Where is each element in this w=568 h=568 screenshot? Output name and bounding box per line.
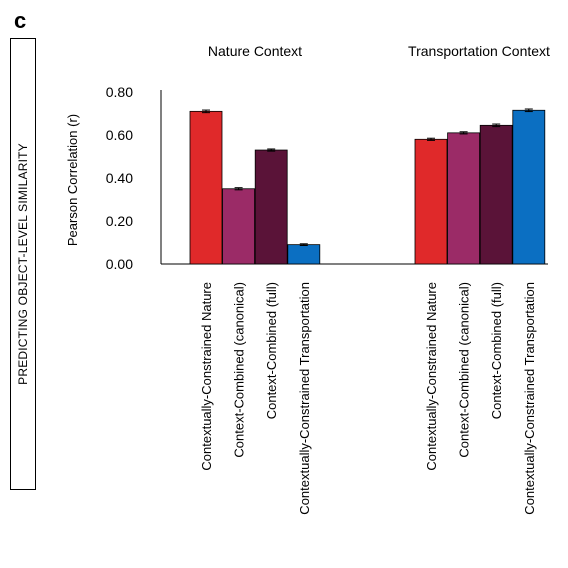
x-tick-label: Context-Combined (canonical) [232,282,247,458]
bar [189,110,223,265]
panel-letter: c [14,8,27,33]
bar [512,109,546,265]
bar [447,132,481,265]
x-tick-label: Context-Combined (full) [489,282,504,419]
y-tick-label: 0.60 [106,127,133,143]
group-title: Transportation Context [408,43,550,59]
x-tick-label: Context-Combined (full) [264,282,279,419]
y-axis-label: Pearson Correlation (r) [65,114,80,246]
x-tick-label: Context-Combined (canonical) [457,282,472,458]
y-tick-label: 0.80 [106,84,133,100]
x-tick-label: Contextually-Constrained Transportation [297,282,312,515]
x-tick-label: Contextually-Constrained Transportation [522,282,537,515]
bar [287,244,321,265]
y-tick-label: 0.20 [106,213,133,229]
group-title: Nature Context [208,43,302,59]
bar [414,138,448,265]
x-tick-label: Contextually-Constrained Nature [199,282,214,471]
side-label-box [10,38,36,490]
y-tick-label: 0.00 [106,256,133,272]
x-tick-label: Contextually-Constrained Nature [424,282,439,471]
bar [479,124,513,265]
y-tick-label: 0.40 [106,170,133,186]
bar [222,188,256,265]
bar [254,149,288,265]
